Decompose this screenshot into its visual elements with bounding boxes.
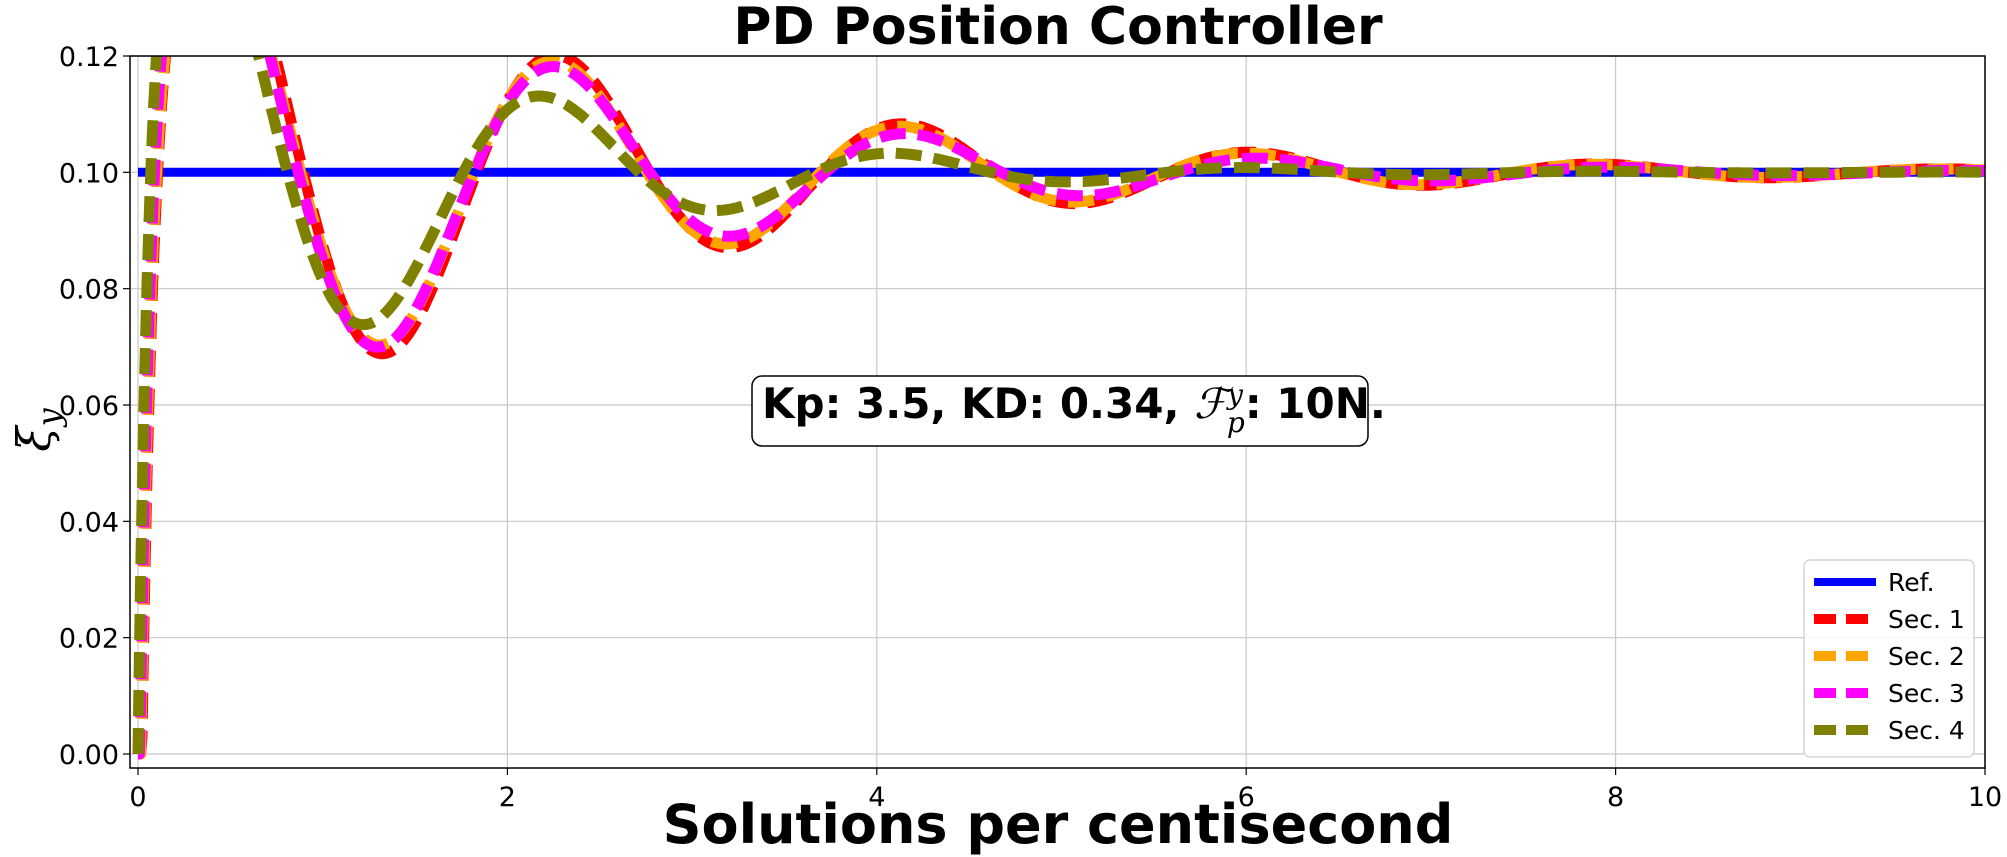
plot-frame [129, 55, 1986, 769]
plot-area [132, 56, 1985, 760]
y-axis-ticks: 0.00 0.02 0.04 0.06 0.08 0.10 0.12 [59, 42, 130, 771]
legend-label: Sec. 2 [1888, 642, 1965, 671]
legend-label: Ref. [1888, 568, 1935, 597]
chart-title: PD Position Controller [733, 0, 1383, 57]
y-axis-label: ξ [7, 424, 61, 452]
annotation-sub: p [1227, 406, 1245, 439]
x-axis-label: Solutions per centisecond [663, 793, 1454, 856]
legend-label: Sec. 3 [1888, 679, 1965, 708]
annotation-sup: y [1225, 378, 1244, 411]
svg-text:ξy: ξy [7, 407, 68, 451]
x-tick-label: 6 [1238, 782, 1255, 813]
y-axis-label-group: ξy [7, 407, 68, 451]
annotation-prefix: Kp: 3.5, KD: 0.34, [762, 379, 1194, 428]
y-tick-label: 0.10 [59, 158, 119, 189]
x-tick-label: 8 [1607, 782, 1624, 813]
x-tick-label: 10 [1968, 782, 2002, 813]
y-axis-label-sub: y [30, 407, 68, 428]
svg-text:Kp: 3.5, KD: 0.34, ℱyp: 10N.: Kp: 3.5, KD: 0.34, ℱy p: 10N. [762, 378, 1386, 439]
x-tick-label: 2 [499, 782, 516, 813]
y-tick-label: 0.08 [59, 275, 119, 306]
annotation-suffix: : 10N. [1245, 379, 1386, 428]
x-tick-label: 0 [129, 782, 146, 813]
annotation-box: Kp: 3.5, KD: 0.34, ℱy p: 10N. [751, 375, 1386, 447]
y-tick-label: 0.02 [59, 624, 119, 655]
legend: Ref. Sec. 1 Sec. 2 Sec. 3 Sec. 4 [1803, 559, 1975, 758]
legend-label: Sec. 4 [1888, 716, 1965, 745]
series-line-5 [132, 56, 1985, 755]
x-tick-label: 4 [868, 782, 885, 813]
legend-frame [1803, 559, 1975, 758]
y-tick-label: 0.12 [59, 42, 119, 73]
y-tick-label: 0.04 [59, 507, 119, 538]
y-tick-label: 0.00 [59, 740, 119, 771]
x-axis-ticks: 0 2 4 6 8 10 [129, 768, 2002, 813]
legend-label: Sec. 1 [1888, 605, 1965, 634]
y-tick-label: 0.06 [59, 391, 119, 422]
